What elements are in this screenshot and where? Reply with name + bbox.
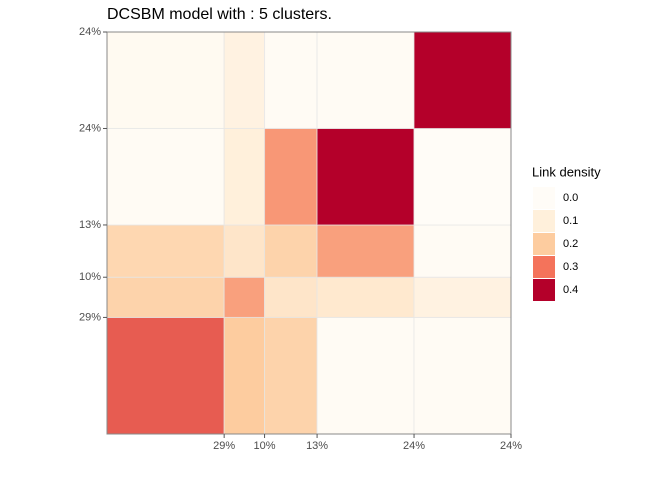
- y-tick-label: 24%: [79, 122, 101, 134]
- cell: [106, 316, 225, 435]
- cell: [264, 127, 318, 226]
- cell: [223, 224, 266, 278]
- legend-key: [533, 210, 555, 232]
- legend-key: [533, 256, 555, 278]
- x-tick-label: 24%: [403, 440, 425, 452]
- chart-title: DCSBM model with : 5 clusters.: [107, 6, 332, 23]
- cell: [413, 127, 512, 226]
- cell: [264, 276, 318, 318]
- cell: [106, 127, 225, 226]
- cell: [264, 316, 318, 435]
- cell: [264, 224, 318, 278]
- legend-title: Link density: [532, 164, 601, 179]
- panel-border: [106, 31, 512, 435]
- cell: [223, 316, 266, 435]
- legend-label: 0.3: [563, 261, 578, 273]
- cell: [223, 127, 266, 226]
- cell: [413, 224, 512, 278]
- cell: [413, 31, 512, 129]
- legend-key: [533, 279, 555, 301]
- cell: [316, 127, 415, 226]
- cell: [316, 276, 415, 318]
- y-tick-label: 29%: [79, 311, 101, 323]
- y-tick-label: 10%: [79, 271, 101, 283]
- cell: [106, 31, 225, 129]
- cell: [106, 276, 225, 318]
- x-tick-label: 29%: [213, 440, 235, 452]
- cell: [316, 224, 415, 278]
- legend-key: [533, 233, 555, 255]
- cell: [223, 31, 266, 129]
- legend-label: 0.2: [563, 238, 578, 250]
- cell: [413, 316, 512, 435]
- cell: [223, 276, 266, 318]
- x-tick-label: 10%: [254, 440, 276, 452]
- legend-label: 0.0: [563, 192, 578, 204]
- cell: [264, 31, 318, 129]
- x-tick-label: 24%: [500, 440, 522, 452]
- cell: [316, 316, 415, 435]
- y-tick-label: 13%: [79, 219, 101, 231]
- x-tick-label: 13%: [306, 440, 328, 452]
- legend-key: [533, 187, 555, 209]
- y-tick-label: 24%: [79, 26, 101, 38]
- cell: [413, 276, 512, 318]
- cell: [316, 31, 415, 129]
- cell: [106, 224, 225, 278]
- legend-label: 0.1: [563, 215, 578, 227]
- legend-label: 0.4: [563, 284, 578, 296]
